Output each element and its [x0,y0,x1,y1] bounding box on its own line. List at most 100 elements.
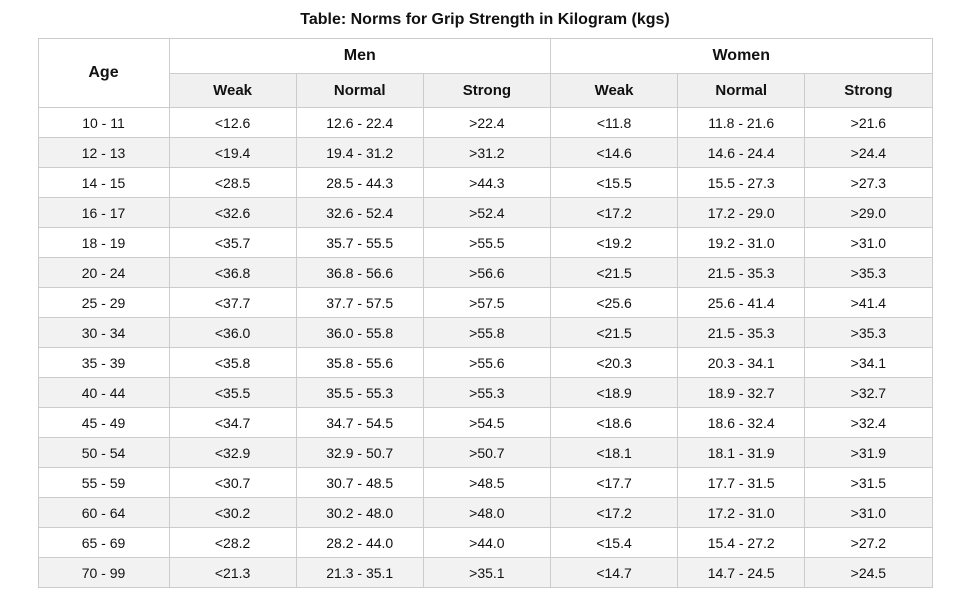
value-cell: 18.1 - 31.9 [677,437,806,468]
grip-strength-table: Age Men Women Weak Normal Strong Weak No… [37,38,933,588]
table-header: Age Men Women Weak Normal Strong Weak No… [37,38,933,108]
value-cell: >31.0 [804,497,933,528]
value-cell: <28.2 [168,527,297,558]
value-cell: >55.5 [422,227,551,258]
value-cell: <35.5 [168,377,297,408]
value-cell: >27.3 [804,167,933,198]
value-cell: 15.4 - 27.2 [677,527,806,558]
men-weak-header: Weak [168,73,297,108]
value-cell: 35.7 - 55.5 [295,227,424,258]
table-title: Table: Norms for Grip Strength in Kilogr… [300,11,670,28]
age-cell: 30 - 34 [37,317,170,348]
value-cell: <19.2 [549,227,679,258]
value-cell: 19.4 - 31.2 [295,137,424,168]
value-cell: 18.9 - 32.7 [677,377,806,408]
group-header-row: Age Men Women [37,38,933,108]
table-row: 35 - 39 <35.8 35.8 - 55.6 >55.6 <20.3 20.3 - … [37,347,933,378]
value-cell: <30.2 [168,497,297,528]
age-cell: 70 - 99 [37,557,170,588]
value-cell: <37.7 [168,287,297,318]
value-cell: <14.7 [549,557,679,588]
value-cell: >50.7 [422,437,551,468]
value-cell: >35.3 [804,257,933,288]
table-row: 55 - 59 <30.7 30.7 - 48.5 >48.5 <17.7 17.7 - … [37,467,933,498]
age-cell: 40 - 44 [37,377,170,408]
value-cell: <32.9 [168,437,297,468]
value-cell: 11.8 - 21.6 [677,107,806,138]
value-cell: <18.1 [549,437,679,468]
value-cell: 28.5 - 44.3 [295,167,424,198]
age-column-header: Age [37,38,170,108]
age-cell: 20 - 24 [37,257,170,288]
value-cell: >24.4 [804,137,933,168]
age-cell: 65 - 69 [37,527,170,558]
table-row: 50 - 54 <32.9 32.9 - 50.7 >50.7 <18.1 18.1 - … [37,437,933,468]
value-cell: >55.3 [422,377,551,408]
value-cell: >31.5 [804,467,933,498]
value-cell: >31.2 [422,137,551,168]
value-cell: <18.6 [549,407,679,438]
value-cell: >27.2 [804,527,933,558]
value-cell: 21.3 - 35.1 [295,557,424,588]
value-cell: 32.6 - 52.4 [295,197,424,228]
value-cell: 35.8 - 55.6 [295,347,424,378]
table-row: 45 - 49 <34.7 34.7 - 54.5 >54.5 <18.6 18.6 - … [37,407,933,438]
table-row: 14 - 15 <28.5 28.5 - 44.3 >44.3 <15.5 15.5 - … [37,167,933,198]
women-normal-header: Normal [677,73,806,108]
table-row: 18 - 19 <35.7 35.7 - 55.5 >55.5 <19.2 19.2 - … [37,227,933,258]
value-cell: <21.3 [168,557,297,588]
value-cell: >34.1 [804,347,933,378]
value-cell: >35.3 [804,317,933,348]
value-cell: >22.4 [422,107,551,138]
value-cell: 17.2 - 31.0 [677,497,806,528]
value-cell: >55.8 [422,317,551,348]
age-cell: 12 - 13 [37,137,170,168]
value-cell: <19.4 [168,137,297,168]
value-cell: >48.5 [422,467,551,498]
age-cell: 14 - 15 [37,167,170,198]
value-cell: 18.6 - 32.4 [677,407,806,438]
sub-header-row: Weak Normal Strong Weak Normal Strong [38,73,933,108]
value-cell: <35.7 [168,227,297,258]
value-cell: <21.5 [549,317,679,348]
value-cell: >57.5 [422,287,551,318]
table-row: 65 - 69 <28.2 28.2 - 44.0 >44.0 <15.4 15.4 - … [37,527,933,558]
value-cell: >56.6 [422,257,551,288]
value-cell: <20.3 [549,347,679,378]
value-cell: >24.5 [804,557,933,588]
value-cell: <21.5 [549,257,679,288]
age-cell: 55 - 59 [37,467,170,498]
value-cell: >54.5 [422,407,551,438]
value-cell: 21.5 - 35.3 [677,257,806,288]
table-row: 70 - 99 <21.3 21.3 - 35.1 >35.1 <14.7 14.7 - … [37,557,933,588]
value-cell: 28.2 - 44.0 [295,527,424,558]
value-cell: <32.6 [168,197,297,228]
age-cell: 60 - 64 [37,497,170,528]
value-cell: >29.0 [804,197,933,228]
value-cell: <17.7 [549,467,679,498]
value-cell: <15.4 [549,527,679,558]
value-cell: <17.2 [549,497,679,528]
value-cell: 12.6 - 22.4 [295,107,424,138]
age-cell: 25 - 29 [37,287,170,318]
value-cell: >44.0 [422,527,551,558]
value-cell: >31.0 [804,227,933,258]
value-cell: <30.7 [168,467,297,498]
value-cell: >35.1 [422,557,551,588]
value-cell: >44.3 [422,167,551,198]
value-cell: <12.6 [168,107,297,138]
men-group-header: Men [168,38,551,74]
value-cell: >55.6 [422,347,551,378]
age-cell: 18 - 19 [37,227,170,258]
table-row: 60 - 64 <30.2 30.2 - 48.0 >48.0 <17.2 17.2 - … [37,497,933,528]
value-cell: 37.7 - 57.5 [295,287,424,318]
value-cell: <34.7 [168,407,297,438]
value-cell: <36.8 [168,257,297,288]
value-cell: <18.9 [549,377,679,408]
age-cell: 45 - 49 [37,407,170,438]
table-row: 30 - 34 <36.0 36.0 - 55.8 >55.8 <21.5 21.5 - … [37,317,933,348]
value-cell: <14.6 [549,137,679,168]
table-row: 16 - 17 <32.6 32.6 - 52.4 >52.4 <17.2 17.2 - … [37,197,933,228]
value-cell: 32.9 - 50.7 [295,437,424,468]
